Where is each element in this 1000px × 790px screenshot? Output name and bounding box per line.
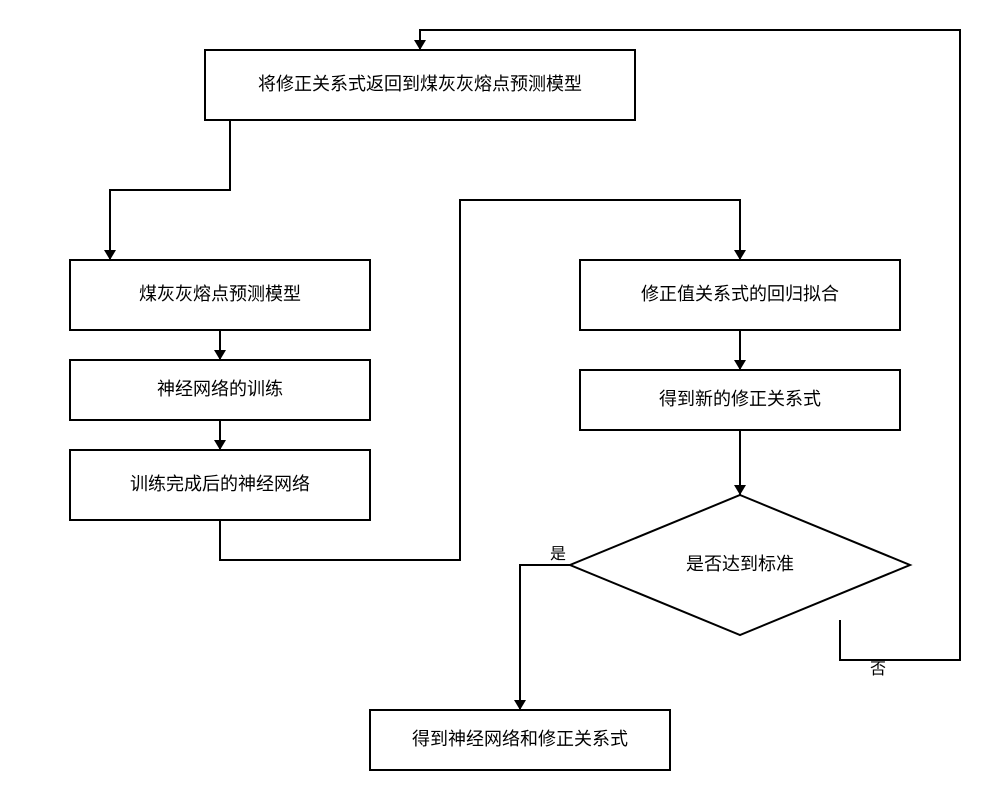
node-label-n5: 修正值关系式的回归拟合 <box>641 284 839 304</box>
flowchart-canvas: 是否 将修正关系式返回到煤灰灰熔点预测模型煤灰灰熔点预测模型神经网络的训练训练完成… <box>0 0 1000 790</box>
branch-label-no: 否 <box>870 661 886 678</box>
node-label-n3: 神经网络的训练 <box>157 379 283 399</box>
node-label-n1: 将修正关系式返回到煤灰灰熔点预测模型 <box>258 74 582 94</box>
branch-label-yes: 是 <box>550 546 566 563</box>
node-label-n7: 是否达到标准 <box>686 554 794 574</box>
node-label-n6: 得到新的修正关系式 <box>659 389 821 409</box>
edge <box>110 120 230 260</box>
node-label-n4: 训练完成后的神经网络 <box>130 474 310 494</box>
node-label-n2: 煤灰灰熔点预测模型 <box>139 284 301 304</box>
edge <box>520 565 570 710</box>
node-label-n8: 得到神经网络和修正关系式 <box>412 729 628 749</box>
